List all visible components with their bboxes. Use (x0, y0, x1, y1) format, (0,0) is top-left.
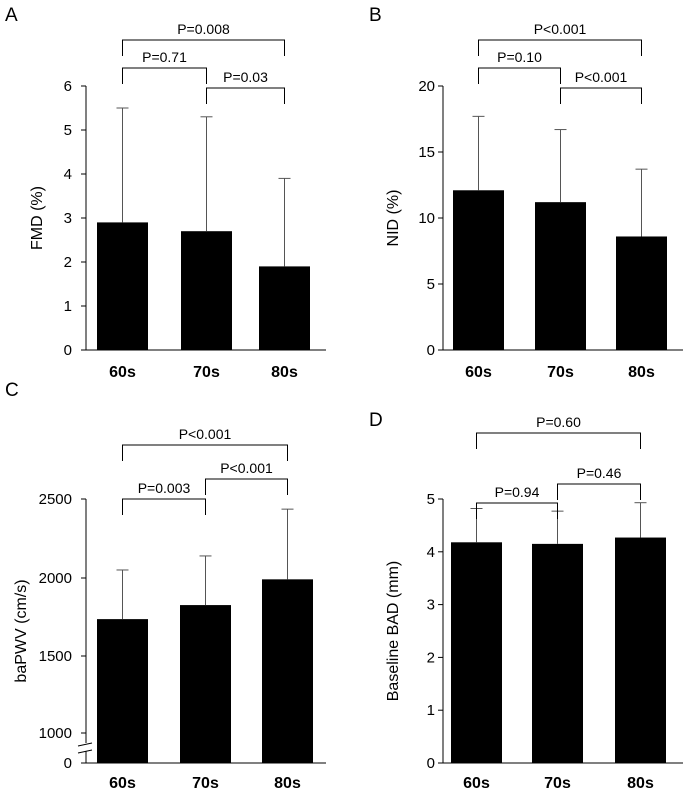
bar-80s (616, 236, 667, 350)
y-tick-label: 5 (64, 122, 72, 139)
y-tick-label: 6 (64, 78, 72, 95)
significance-bracket (557, 483, 641, 500)
bar-60s (97, 222, 148, 350)
significance-bracket (560, 87, 642, 104)
y-tick-label: 2 (64, 254, 72, 271)
y-tick-label: 0 (64, 342, 72, 359)
p-value-label: P=0.60 (536, 414, 581, 430)
p-value-label: P=0.008 (177, 21, 230, 37)
x-tick-label: 70s (193, 364, 220, 381)
y-axis-label: Baseline BAD (mm) (385, 561, 402, 701)
x-tick-label: 80s (627, 775, 654, 792)
bar-80s (259, 266, 310, 350)
p-value-label: P<0.001 (575, 69, 628, 85)
y-tick-label: 1500 (39, 648, 72, 665)
y-tick-label: 0 (427, 342, 435, 359)
bar-70s (535, 202, 586, 350)
bar-60s (97, 619, 148, 763)
y-tick-label: 20 (418, 78, 435, 95)
panel-b: B 0 5 10 15 20 NID (%) 60s 70s 80s P<0.001 P=0.10 P<… (369, 5, 683, 381)
y-tick-label: 1 (427, 702, 435, 719)
y-tick-label: 4 (427, 544, 435, 561)
y-axis-label: baPWV (cm/s) (13, 579, 30, 682)
panel-a: A 0 1 2 3 4 5 6 FMD (%) 60s 70s 80s P=0.008 P=0.71 P=0… (5, 5, 326, 381)
x-tick-label: 80s (274, 775, 301, 792)
significance-bracket (206, 87, 285, 104)
y-tick-label: 1 (64, 298, 72, 315)
bar-70s (532, 543, 583, 763)
p-value-label: P=0.003 (138, 480, 191, 496)
y-tick-label: 0 (64, 755, 72, 772)
y-tick-label: 2500 (39, 491, 72, 508)
y-tick-label: 10 (418, 210, 435, 227)
x-tick-label: 60s (465, 364, 492, 381)
significance-bracket (476, 432, 641, 449)
p-value-label: P<0.001 (534, 21, 587, 37)
x-tick-label: 80s (271, 364, 298, 381)
significance-bracket (476, 502, 558, 519)
panel-c: C 0 1000 1500 2000 2500 baPWV (cm/s) 60s 70s 80s P… (5, 380, 326, 792)
y-tick-label: 3 (427, 597, 435, 614)
significance-bracket (205, 478, 288, 495)
p-value-label: P=0.10 (497, 49, 542, 65)
p-value-label: P=0.03 (223, 69, 268, 85)
x-tick-label: 60s (109, 364, 136, 381)
x-tick-label: 60s (463, 775, 490, 792)
significance-bracket (478, 39, 642, 56)
y-tick-label: 4 (64, 166, 72, 183)
panel-letter: D (369, 410, 383, 431)
panel-letter: C (5, 380, 19, 401)
x-tick-label: 70s (544, 775, 571, 792)
p-value-label: P=0.71 (142, 49, 187, 65)
bar-80s (615, 537, 666, 763)
y-tick-label: 1000 (39, 725, 72, 742)
significance-bracket (122, 498, 206, 515)
p-value-label: P=0.46 (577, 465, 622, 481)
significance-bracket (122, 444, 288, 461)
y-tick-label: 2 (427, 649, 435, 666)
y-tick-label: 2000 (39, 570, 72, 587)
significance-bracket (122, 39, 285, 56)
y-axis-label: FMD (%) (29, 186, 46, 250)
bar-70s (181, 231, 232, 350)
x-tick-label: 70s (547, 364, 574, 381)
panel-d: D 0 1 2 3 4 5 Baseline BAD (mm) 60s 70s 80s P=0.60 P… (369, 410, 683, 792)
x-tick-label: 60s (109, 775, 136, 792)
y-tick-label: 0 (427, 755, 435, 772)
y-tick-label: 3 (64, 210, 72, 227)
panel-letter: A (5, 5, 18, 26)
y-tick-label: 15 (418, 144, 435, 161)
significance-bracket (122, 67, 207, 84)
significance-bracket (478, 67, 561, 84)
bar-60s (453, 190, 504, 350)
p-value-label: P<0.001 (220, 460, 273, 476)
panel-letter: B (369, 5, 382, 26)
p-value-label: P=0.94 (495, 484, 540, 500)
axis-break-mark (77, 742, 93, 747)
p-value-label: P<0.001 (179, 426, 232, 442)
x-tick-label: 70s (192, 775, 219, 792)
y-tick-label: 5 (427, 276, 435, 293)
bar-60s (451, 542, 502, 763)
axis-break-mark (77, 749, 93, 754)
y-axis-label: NID (%) (385, 190, 402, 247)
bar-70s (180, 605, 231, 763)
bar-80s (262, 579, 313, 763)
y-tick-label: 5 (427, 491, 435, 508)
x-tick-label: 80s (628, 364, 655, 381)
